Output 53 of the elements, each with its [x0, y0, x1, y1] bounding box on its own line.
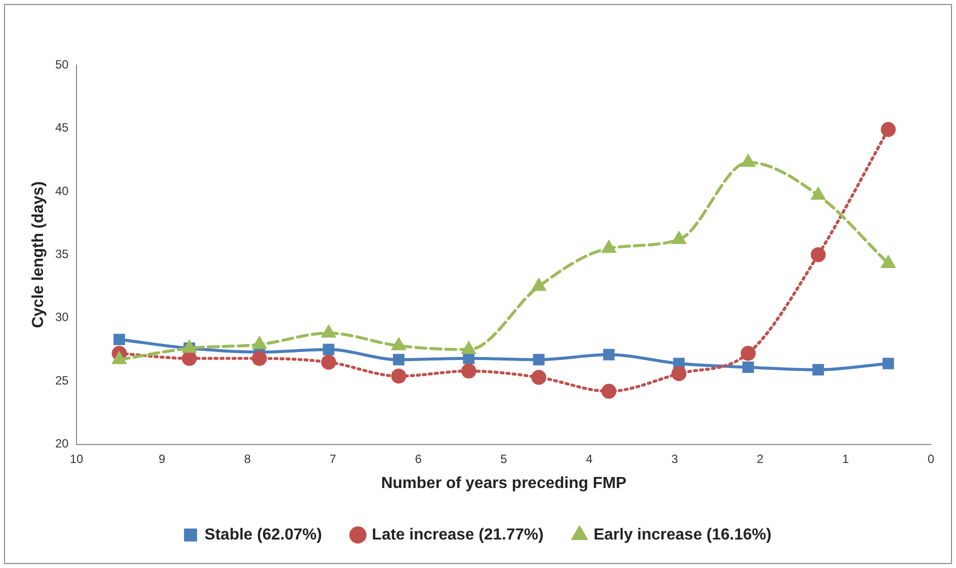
y-tick-label: 20 — [55, 436, 69, 451]
point — [252, 336, 266, 349]
point — [882, 256, 895, 268]
point — [461, 364, 476, 379]
x-tick-label: 5 — [500, 452, 508, 466]
point — [182, 350, 197, 366]
point — [672, 232, 686, 244]
point — [601, 384, 616, 399]
x-tick-label: 4 — [586, 452, 593, 466]
point — [671, 366, 686, 382]
legend-label: Late increase (21.77%) — [372, 526, 544, 544]
point — [531, 370, 546, 385]
point — [321, 354, 336, 370]
point — [392, 354, 404, 366]
x-tick-label: 0 — [928, 452, 935, 466]
point — [741, 154, 755, 167]
y-tick-label: 45 — [55, 120, 69, 135]
y-tick-label: 35 — [55, 247, 69, 262]
x-tick-label: 1 — [842, 452, 850, 466]
point — [742, 362, 754, 373]
point — [603, 348, 615, 360]
y-tick-label: 25 — [55, 373, 69, 388]
point — [882, 358, 894, 370]
y-tick-label: 50 — [55, 57, 69, 72]
x-tick-label: 8 — [244, 452, 252, 466]
point — [252, 350, 267, 366]
x-tick-label: 9 — [158, 452, 166, 466]
point — [740, 346, 756, 361]
point — [114, 334, 126, 346]
point — [392, 338, 406, 350]
point — [810, 247, 826, 262]
point — [602, 240, 616, 253]
y-tick-label: 30 — [55, 310, 69, 324]
point — [322, 344, 334, 356]
legend-label: Early increase (16.16%) — [594, 526, 772, 544]
point — [812, 364, 824, 376]
y-axis-title: Cycle length (days) — [30, 181, 48, 328]
legend-label: Stable (62.07%) — [204, 526, 322, 544]
point — [391, 368, 406, 384]
point — [812, 188, 825, 200]
x-tick-label: 3 — [671, 452, 678, 466]
x-tick-label: 10 — [70, 452, 84, 466]
y-tick-label: 40 — [55, 184, 69, 198]
point — [533, 354, 545, 366]
x-tick-label: 6 — [414, 452, 422, 466]
point — [112, 352, 126, 364]
x-axis-title: Number of years preceding FMP — [381, 474, 627, 492]
x-tick-label: 7 — [330, 452, 337, 466]
point — [462, 342, 476, 354]
point — [463, 352, 474, 364]
point — [532, 278, 546, 291]
x-tick-label: 2 — [756, 452, 764, 466]
point — [322, 326, 336, 338]
